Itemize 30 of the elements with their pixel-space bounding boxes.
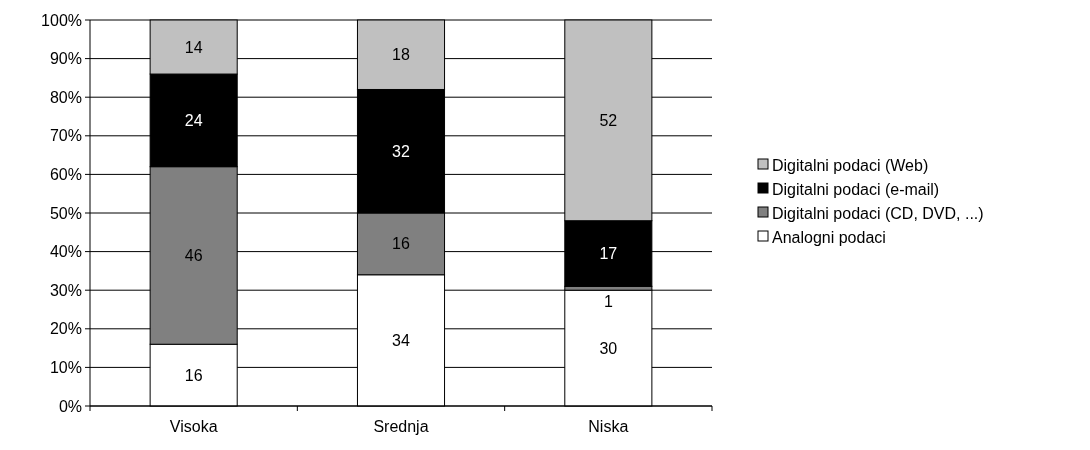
x-tick-label: Visoka	[169, 418, 218, 435]
data-label: 14	[184, 38, 203, 56]
y-tick-label: 20%	[49, 320, 82, 338]
legend-label: Digitalni podaci (Web)	[772, 156, 929, 174]
data-label: 34	[392, 331, 410, 349]
y-tick-label: 0%	[58, 397, 82, 415]
y-tick-label: 40%	[49, 243, 82, 261]
y-tick-label: 90%	[49, 50, 82, 68]
data-label: 32	[392, 142, 410, 160]
y-tick-label: 80%	[49, 88, 82, 106]
y-tick-label: 60%	[49, 166, 82, 183]
x-tick-label: Niska	[588, 418, 629, 435]
data-label: 52	[599, 111, 618, 129]
y-tick-label: 10%	[49, 359, 82, 376]
y-tick-label: 70%	[49, 127, 82, 145]
data-label: 18	[392, 46, 410, 64]
y-tick-label: 50%	[49, 204, 82, 222]
data-label: 17	[599, 245, 618, 263]
y-tick-label: 30%	[49, 281, 82, 299]
legend-label: Digitalni podaci (e-mail)	[772, 180, 940, 198]
legend-label: Digitalni podaci (CD, DVD, ...)	[772, 204, 984, 222]
data-label: 30	[599, 339, 618, 357]
data-label: 16	[392, 235, 410, 253]
y-tick-label: 100%	[41, 11, 82, 29]
data-label: 24	[184, 111, 203, 129]
x-tick-label: Srednja	[373, 418, 429, 435]
data-label: 16	[184, 366, 203, 384]
data-label: 46	[184, 247, 203, 265]
legend-label: Analogni podaci	[772, 228, 886, 246]
data-label: 1	[603, 292, 613, 310]
